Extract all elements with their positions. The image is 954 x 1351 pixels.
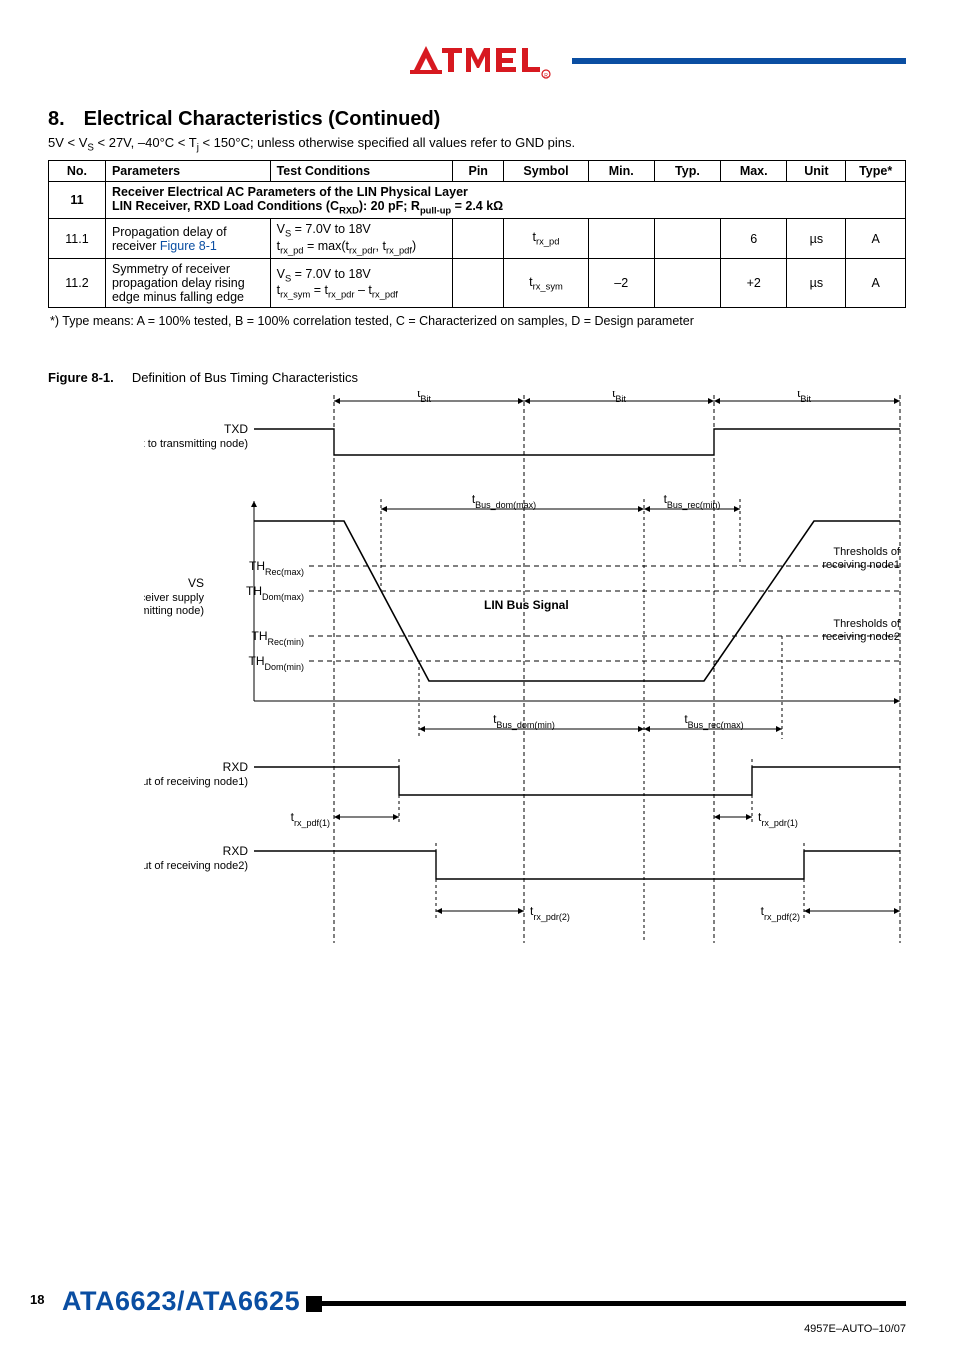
row-max: 6: [721, 219, 787, 259]
svg-text:TXD: TXD: [224, 422, 248, 436]
row-unit: µs: [787, 219, 846, 259]
svg-text:Thresholds of: Thresholds of: [833, 546, 901, 558]
svg-text:Thresholds of: Thresholds of: [833, 618, 901, 630]
page: R 8. Electrical Characteristics (Continu…: [0, 0, 954, 1351]
svg-text:tBus_dom(max): tBus_dom(max): [472, 492, 536, 510]
page-number: 18: [30, 1292, 44, 1307]
footer: 18 ATA6623/ATA6625 4957E–AUTO–10/07: [0, 1271, 954, 1317]
section-number: 8.: [48, 108, 78, 131]
col-no: No.: [49, 160, 106, 181]
doc-id: 4957E–AUTO–10/07: [804, 1323, 906, 1335]
row-symbol: trx_pd: [504, 219, 588, 259]
table-row: 11.2 Symmetry of receiver propagation de…: [49, 259, 906, 308]
section-title: 8. Electrical Characteristics (Continued…: [48, 108, 906, 131]
col-min: Min.: [588, 160, 654, 181]
row-no: 11.1: [49, 219, 106, 259]
svg-text:(Output of receiving node1): (Output of receiving node1): [144, 776, 248, 788]
row-symbol: trx_sym: [504, 259, 588, 308]
section-title-text: Electrical Characteristics (Continued): [84, 108, 441, 130]
conditions-line: 5V < VS < 27V, –40°C < Tj < 150°C; unles…: [48, 135, 906, 154]
figure-label: Figure 8-1.: [48, 370, 114, 385]
svg-text:(Output of receiving node2): (Output of receiving node2): [144, 860, 248, 872]
col-param: Parameters: [105, 160, 270, 181]
row-param: Symmetry of receiver propagation delay r…: [105, 259, 270, 308]
svg-text:THDom(min): THDom(min): [249, 654, 305, 672]
timing-diagram: tBit tBit tBit TXD (Input to transmittin…: [144, 391, 904, 951]
svg-text:THDom(max): THDom(max): [246, 584, 304, 602]
atmel-logo: R: [408, 40, 568, 80]
svg-text:of transmitting node): of transmitting node): [144, 605, 204, 617]
svg-text:R: R: [544, 73, 548, 79]
row-type: A: [846, 259, 906, 308]
svg-text:tBus_rec(max): tBus_rec(max): [684, 712, 743, 730]
svg-text:receiving node2: receiving node2: [822, 631, 900, 643]
footer-bar: [320, 1301, 906, 1306]
row-min: –2: [588, 259, 654, 308]
row-pin: [453, 259, 504, 308]
svg-text:trx_pdf(2): trx_pdf(2): [761, 904, 800, 922]
col-typ: Typ.: [654, 160, 720, 181]
row-no: 11.2: [49, 259, 106, 308]
row-max: +2: [721, 259, 787, 308]
svg-text:(Input to transmitting node): (Input to transmitting node): [144, 438, 248, 450]
header: R: [48, 40, 906, 86]
svg-text:RXD: RXD: [223, 844, 249, 858]
row-type: A: [846, 219, 906, 259]
svg-text:tBus_dom(min): tBus_dom(min): [493, 712, 555, 730]
svg-text:tBit: tBit: [417, 391, 431, 404]
row-pin: [453, 219, 504, 259]
svg-text:tBus_rec(min): tBus_rec(min): [664, 492, 721, 510]
svg-text:(Transceiver supply: (Transceiver supply: [144, 592, 204, 604]
group-title: Receiver Electrical AC Parameters of the…: [105, 181, 905, 219]
svg-text:THRec(min): THRec(min): [251, 629, 304, 647]
col-cond: Test Conditions: [270, 160, 453, 181]
svg-text:THRec(max): THRec(max): [249, 559, 304, 577]
ec-table: No. Parameters Test Conditions Pin Symbo…: [48, 160, 906, 309]
col-max: Max.: [721, 160, 787, 181]
figure-wrap: tBit tBit tBit TXD (Input to transmittin…: [144, 391, 904, 951]
figure-caption: Figure 8-1. Definition of Bus Timing Cha…: [48, 370, 906, 385]
row-param: Propagation delay of receiver Figure 8-1: [105, 219, 270, 259]
svg-text:LIN Bus Signal: LIN Bus Signal: [484, 598, 569, 612]
header-rule: [572, 58, 906, 64]
col-pin: Pin: [453, 160, 504, 181]
row-typ: [654, 219, 720, 259]
svg-text:trx_pdr(1): trx_pdr(1): [758, 810, 798, 828]
table-footnote: *) Type means: A = 100% tested, B = 100%…: [50, 314, 906, 328]
col-symbol: Symbol: [504, 160, 588, 181]
table-group-row: 11 Receiver Electrical AC Parameters of …: [49, 181, 906, 219]
part-number: ATA6623/ATA6625: [62, 1286, 300, 1317]
svg-text:tBit: tBit: [612, 391, 626, 404]
row-cond: VS = 7.0V to 18Vtrx_pd = max(trx_pdr, tr…: [270, 219, 453, 259]
row-unit: µs: [787, 259, 846, 308]
group-no: 11: [49, 181, 106, 219]
table-row: 11.1 Propagation delay of receiver Figur…: [49, 219, 906, 259]
figure-caption-text: Definition of Bus Timing Characteristics: [132, 370, 358, 385]
svg-text:trx_pdr(2): trx_pdr(2): [530, 904, 570, 922]
table-header-row: No. Parameters Test Conditions Pin Symbo…: [49, 160, 906, 181]
svg-text:VS: VS: [188, 576, 204, 590]
row-cond: VS = 7.0V to 18Vtrx_sym = trx_pdr – trx_…: [270, 259, 453, 308]
row-typ: [654, 259, 720, 308]
svg-text:receiving node1: receiving node1: [822, 559, 900, 571]
row-min: [588, 219, 654, 259]
svg-text:trx_pdf(1): trx_pdf(1): [291, 810, 330, 828]
svg-text:RXD: RXD: [223, 760, 249, 774]
svg-text:tBit: tBit: [797, 391, 811, 404]
col-type: Type*: [846, 160, 906, 181]
col-unit: Unit: [787, 160, 846, 181]
